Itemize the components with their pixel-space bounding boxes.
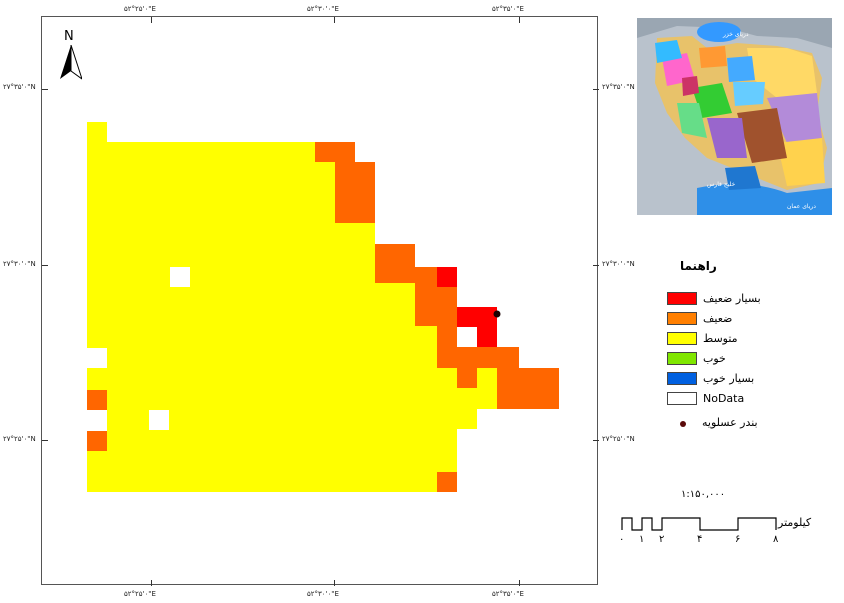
raster-cell-medium — [437, 368, 457, 492]
legend-swatch — [667, 392, 697, 405]
raster-cell-nodata — [170, 267, 190, 287]
raster-cell-medium — [477, 368, 497, 409]
scale-tick-1: ۱ — [639, 534, 645, 545]
legend-swatch — [667, 332, 697, 345]
grid-tick — [42, 89, 48, 90]
scale-tick-6: ۶ — [735, 534, 741, 545]
legend-item: بسیار خوب — [667, 372, 817, 386]
raster-cell-very-weak — [477, 327, 497, 347]
north-label: N — [64, 29, 74, 44]
raster-cell-weak — [437, 472, 457, 492]
raster-cell-medium — [335, 223, 375, 492]
legend-title: راهنما — [680, 259, 717, 273]
grid-tick — [42, 440, 48, 441]
raster-cell-weak — [415, 287, 457, 326]
grid-tick — [519, 580, 520, 586]
grid-tick — [593, 440, 599, 441]
grid-tick — [42, 265, 48, 266]
legend-swatch — [667, 292, 697, 305]
scale-bar — [621, 517, 777, 531]
raster-cell-medium — [375, 263, 395, 492]
grid-tick — [334, 580, 335, 586]
raster-cell-weak — [437, 326, 457, 368]
suitability-grid — [42, 17, 599, 586]
grid-label-bottom-2: ۵۲°۳۰'۰"E — [307, 590, 339, 598]
scale-tick-0: ۰ — [619, 534, 625, 545]
north-arrow-icon — [60, 45, 82, 80]
raster-cell-weak — [497, 368, 559, 409]
port-legend-label: بندر عسلویه — [702, 416, 758, 429]
grid-label-bottom-1: ۵۲°۲۵'۰"E — [124, 590, 156, 598]
raster-cell-medium — [315, 162, 335, 492]
legend-label: بسیار خوب — [703, 372, 755, 385]
legend-item: NoData — [667, 392, 817, 406]
grid-label-top-3: ۵۲°۳۵'۰"E — [492, 5, 524, 13]
legend-label: ضعیف — [703, 312, 733, 325]
scale-ratio: ۱:۱۵۰,۰۰۰ — [681, 489, 726, 500]
grid-label-right-2: ۲۷°۳۰'۰"N — [602, 260, 635, 268]
raster-cell-weak — [87, 390, 107, 410]
scale-tick-2: ۲ — [659, 534, 665, 545]
raster-cell-nodata — [87, 410, 107, 431]
inset-map-drawing: دریای خزر خلیج فارس دریای عمان — [637, 18, 832, 215]
scale-unit: کیلومتر — [778, 516, 812, 529]
grid-tick — [519, 17, 520, 23]
inset-map: دریای خزر خلیج فارس دریای عمان — [637, 18, 832, 215]
legend-label: بسیار ضعیف — [703, 292, 761, 305]
raster-cell-medium — [457, 387, 477, 429]
inset-label-caspian: دریای خزر — [722, 31, 749, 38]
scale-tick-4: ۴ — [697, 534, 703, 545]
grid-tick — [593, 89, 599, 90]
raster-cell-weak — [457, 347, 497, 368]
raster-cell-weak — [375, 244, 415, 283]
port-marker — [493, 310, 501, 318]
grid-label-bottom-3: ۵۲°۳۵'۰"E — [492, 590, 524, 598]
raster-cell-nodata — [149, 410, 169, 430]
legend-swatch — [667, 352, 697, 365]
raster-cell-weak — [315, 142, 355, 162]
legend-swatch — [667, 372, 697, 385]
map-frame: N — [41, 16, 599, 586]
raster-cell-very-weak — [437, 267, 457, 287]
grid-label-left-3: ۲۷°۲۵'۰"N — [3, 435, 36, 443]
grid-label-right-3: ۲۷°۲۵'۰"N — [602, 435, 635, 443]
grid-tick — [593, 265, 599, 266]
raster-cell-medium — [107, 142, 315, 492]
scale-tick-8: ۸ — [773, 534, 779, 545]
legend-item: خوب — [667, 352, 817, 366]
raster-cell-weak — [87, 431, 107, 451]
raster-cell-weak — [497, 347, 519, 368]
legend-item: بسیار ضعیف — [667, 292, 817, 306]
grid-tick — [151, 17, 152, 23]
inset-label-persian-gulf: خلیج فارس — [707, 181, 735, 188]
grid-label-left-1: ۲۷°۳۵'۰"N — [3, 83, 36, 91]
grid-label-right-1: ۲۷°۳۵'۰"N — [602, 83, 635, 91]
inset-label-oman-sea: دریای عمان — [787, 203, 816, 210]
port-legend-dot — [680, 421, 686, 427]
legend-item: ضعیف — [667, 312, 817, 326]
grid-label-top-2: ۵۲°۳۰'۰"E — [307, 5, 339, 13]
legend-label: NoData — [703, 392, 745, 405]
raster-cell-weak — [335, 162, 375, 223]
raster-cell-very-weak — [457, 307, 497, 327]
legend-swatch — [667, 312, 697, 325]
raster-cell-medium — [417, 326, 437, 492]
raster-cell-weak — [457, 368, 477, 388]
grid-label-top-1: ۵۲°۲۵'۰"E — [124, 5, 156, 13]
raster-cell-weak — [415, 267, 437, 287]
grid-label-left-2: ۲۷°۳۰'۰"N — [3, 260, 36, 268]
raster-cell-nodata — [87, 348, 107, 368]
legend-label: خوب — [703, 352, 726, 365]
grid-tick — [151, 580, 152, 586]
grid-tick — [334, 17, 335, 23]
raster-cell-medium — [395, 283, 417, 492]
legend-label: متوسط — [703, 332, 738, 345]
legend-item: متوسط — [667, 332, 817, 346]
